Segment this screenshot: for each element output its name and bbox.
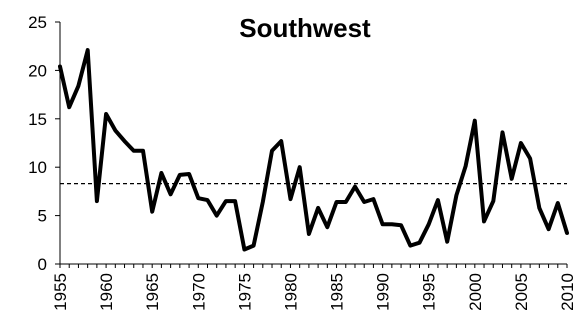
x-tick-label: 1995 <box>420 273 439 311</box>
x-tick-label: 2000 <box>466 273 485 311</box>
y-tick-label: 15 <box>28 110 47 129</box>
x-tick-label: 1965 <box>143 273 162 311</box>
y-tick-label: 25 <box>28 13 47 32</box>
x-tick-label: 1985 <box>328 273 347 311</box>
x-tick-label: 1980 <box>281 273 300 311</box>
series-line <box>58 48 569 252</box>
y-tick-label: 0 <box>38 255 47 274</box>
x-axis: 1955 1960 1965 1970 1975 1980 1985 1990 1995 2000… <box>51 263 577 311</box>
y-axis: 0 5 10 15 20 25 <box>28 13 61 274</box>
y-tick-label: 10 <box>28 158 47 177</box>
x-tick-label: 1960 <box>97 273 116 311</box>
x-tick-label: 1970 <box>189 273 208 311</box>
y-tick-label: 5 <box>38 207 47 226</box>
x-tick-label: 2005 <box>512 273 531 311</box>
chart-title: Southwest <box>239 13 371 43</box>
x-tick-label: 1955 <box>51 273 70 311</box>
x-tick-label: 2010 <box>558 273 577 311</box>
x-tick-label: 1990 <box>374 273 393 311</box>
x-tick-label: 1975 <box>235 273 254 311</box>
y-tick-label: 20 <box>28 61 47 80</box>
